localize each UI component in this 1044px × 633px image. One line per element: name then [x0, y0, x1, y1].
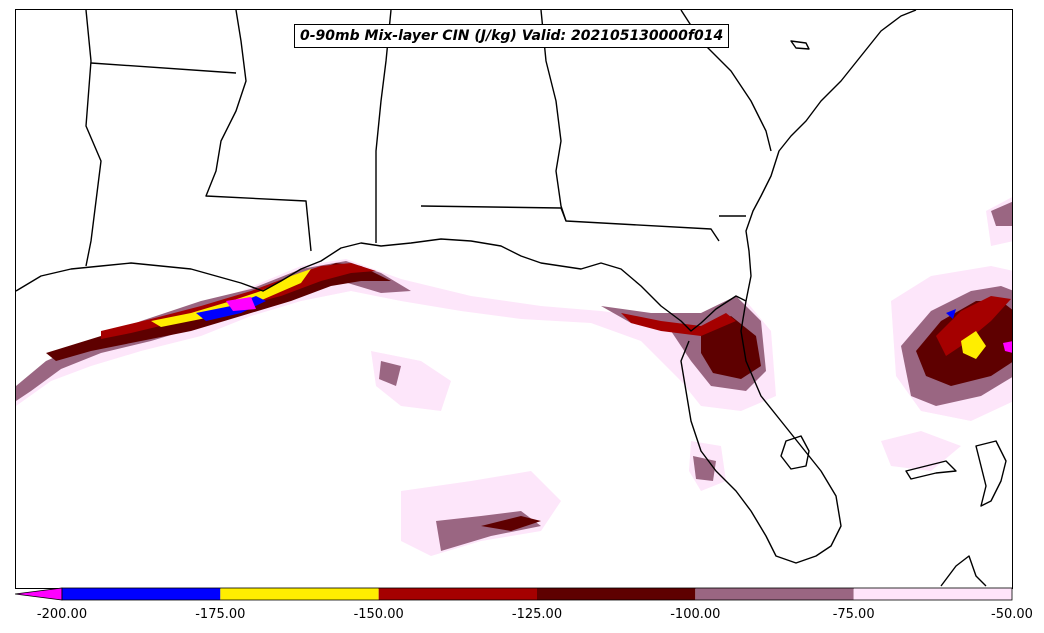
cin-band-mid-gulf-spot: [379, 361, 401, 386]
cin-band-yellow-atl: [961, 331, 986, 359]
lake-okeechobee: [780, 435, 810, 470]
map-panel: 0-90mb Mix-layer CIN (J/kg) Valid: 20210…: [15, 9, 1013, 589]
colorbar-bin-3: [537, 588, 696, 600]
colorbar-tick-label: -200.00: [36, 607, 88, 622]
colorbar-tick-label: -75.00: [832, 607, 875, 622]
colorbar-bin-2: [378, 588, 537, 600]
cin-shading-yellow: [151, 269, 986, 359]
map-boundaries: [16, 10, 1007, 587]
state-line-la-tx: [85, 10, 102, 267]
colorbar-tick-label: -150.00: [353, 607, 404, 622]
cin-band-blue-atl: [946, 309, 956, 319]
colorbar: [15, 587, 1013, 601]
cin-band-red-fl-coast: [621, 313, 736, 336]
cin-shading-magenta: [226, 297, 1012, 353]
cin-band-dark-south: [481, 516, 541, 531]
bahamas-island-1: [905, 460, 957, 480]
cin-band-light-se: [881, 431, 961, 471]
state-line-la-ms: [205, 10, 312, 252]
cin-band-magenta-atl: [1003, 341, 1012, 353]
colorbar-bin-0: [62, 588, 221, 600]
colorbar-tick-label: -175.00: [195, 607, 246, 622]
colorbar-bin-4: [695, 588, 854, 600]
map-title: 0-90mb Mix-layer CIN (J/kg) Valid: 20210…: [294, 24, 730, 48]
cin-map: [16, 10, 1012, 587]
state-line-al-ga: [540, 10, 567, 222]
atlantic-coastline: [745, 10, 917, 302]
gulf-coastline: [16, 238, 842, 564]
cin-band-red-atlantic: [936, 296, 1011, 356]
colorbar-frame: [61, 587, 1013, 601]
colorbar-under-extension: [15, 587, 63, 601]
cin-band-mid-atlantic-n: [991, 201, 1012, 226]
cin-shading-light: [16, 197, 1012, 556]
cuba-coast: [940, 555, 987, 587]
cin-band-light-central-gulf: [371, 351, 451, 411]
colorbar-bin-5: [853, 588, 1012, 600]
colorbar-tick-label: -125.00: [511, 607, 563, 622]
colorbar-tick-label: -50.00: [991, 607, 1033, 622]
cin-band-magenta-la: [226, 297, 256, 311]
state-line-ar-la: [90, 62, 237, 74]
cin-band-yellow-la: [151, 269, 311, 327]
state-line-al-fl: [420, 205, 720, 242]
colorbar-tick-label: -100.00: [670, 607, 721, 622]
bahamas-island-2: [975, 440, 1007, 507]
cin-band-dark-fl: [701, 316, 761, 379]
bermuda-like-spot: [790, 40, 810, 50]
cin-band-light-south-gulf: [401, 471, 561, 556]
colorbar-bin-1: [220, 588, 379, 600]
